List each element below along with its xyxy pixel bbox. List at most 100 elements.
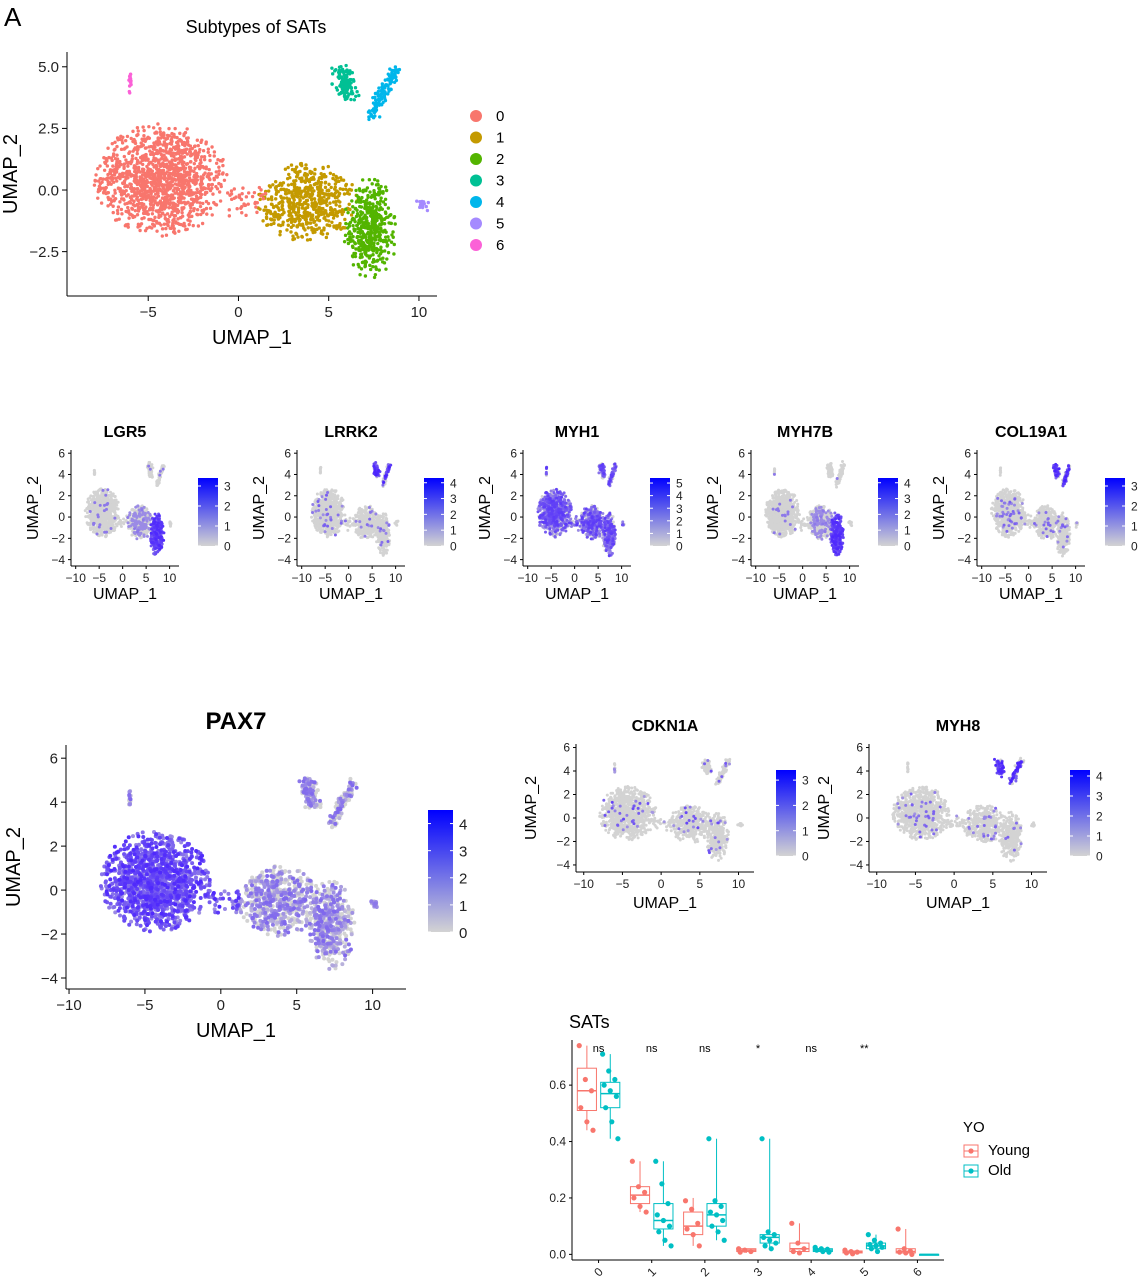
cell-point [160, 189, 165, 194]
cell-point [354, 214, 359, 219]
cell-point [379, 196, 383, 200]
cell-point [129, 186, 133, 190]
cell-point [187, 215, 192, 219]
cell-point [90, 501, 94, 505]
cell-point [327, 219, 331, 223]
legend-swatch [470, 131, 482, 144]
legend-swatch [470, 110, 482, 122]
cell-point [106, 179, 110, 184]
cell-point [122, 154, 127, 159]
cell-point [370, 220, 374, 224]
cell-point [294, 165, 299, 169]
cell-point [322, 228, 326, 232]
cell-point [291, 196, 296, 200]
cell-point [158, 130, 162, 134]
cell-point [143, 211, 148, 215]
cell-point [106, 146, 110, 150]
cell-point [244, 213, 248, 218]
cell-point [149, 537, 153, 541]
cell-point [134, 156, 138, 161]
cell-point [208, 206, 213, 211]
cell-point [135, 213, 140, 217]
cell-point [143, 186, 147, 191]
cell-point [96, 166, 100, 171]
cell-point [110, 499, 114, 503]
cell-point [225, 172, 229, 177]
cell-point [392, 215, 396, 220]
cell-point [90, 506, 94, 510]
cell-point [172, 154, 176, 159]
cell-point [239, 197, 244, 202]
cell-point [187, 185, 191, 189]
cell-point [385, 243, 390, 247]
cell-point [164, 226, 168, 231]
cell-point [328, 201, 332, 205]
cell-point [127, 169, 131, 174]
cell-point [116, 500, 120, 504]
cell-point [330, 488, 334, 492]
cell-point [202, 157, 207, 162]
cell-point [126, 521, 130, 525]
cell-point [149, 473, 153, 477]
legend-label: 4 [496, 194, 504, 211]
cell-point [351, 77, 356, 82]
cell-point [147, 195, 152, 200]
cell-point [383, 90, 387, 95]
cell-point [392, 242, 396, 247]
cell-point [138, 228, 142, 233]
cell-point [391, 74, 395, 78]
cell-point [326, 193, 330, 197]
cell-point [299, 190, 304, 194]
cell-point [330, 212, 335, 217]
feature-title: LRRK2 [324, 424, 377, 441]
cell-point [155, 148, 159, 153]
cell-point [291, 234, 295, 238]
cell-point [99, 176, 103, 181]
cell-point [170, 131, 174, 136]
cell-point [378, 199, 383, 203]
cell-point [120, 138, 124, 142]
cell-point [345, 86, 350, 90]
cell-point [198, 204, 203, 209]
cell-point [147, 189, 151, 194]
cell-point [180, 140, 185, 145]
cell-point [298, 202, 302, 206]
cell-point [359, 267, 364, 271]
cell-point [97, 496, 101, 500]
cell-point [198, 147, 202, 152]
cell-point [244, 195, 249, 199]
cell-point [196, 224, 201, 228]
cell-point [353, 228, 357, 232]
cell-point [333, 519, 337, 523]
cell-point [128, 161, 132, 165]
cell-point [344, 81, 348, 86]
cell-point [354, 94, 358, 98]
cell-point [356, 226, 360, 231]
cell-point [278, 181, 283, 186]
cell-point [325, 232, 330, 236]
cell-point [192, 169, 196, 174]
cell-point [331, 200, 336, 204]
cell-point [375, 91, 379, 96]
cell-point [167, 134, 171, 138]
cell-point [153, 520, 157, 524]
cell-point [286, 223, 290, 227]
cell-point [229, 197, 234, 202]
cell-point [229, 189, 234, 193]
cell-point [300, 206, 305, 210]
cell-point [131, 215, 135, 220]
cell-point [272, 218, 276, 222]
cell-point [331, 173, 336, 177]
cell-point [195, 187, 199, 192]
cell-point [263, 205, 268, 209]
cell-point [206, 201, 211, 206]
cell-point [179, 194, 183, 199]
cell-point [287, 209, 291, 214]
cell-point [136, 206, 141, 211]
cell-point [167, 160, 172, 164]
cell-point [343, 217, 347, 222]
cell-point [119, 207, 124, 212]
cell-point [118, 521, 122, 525]
cell-point [159, 132, 163, 137]
cell-point [173, 186, 177, 190]
